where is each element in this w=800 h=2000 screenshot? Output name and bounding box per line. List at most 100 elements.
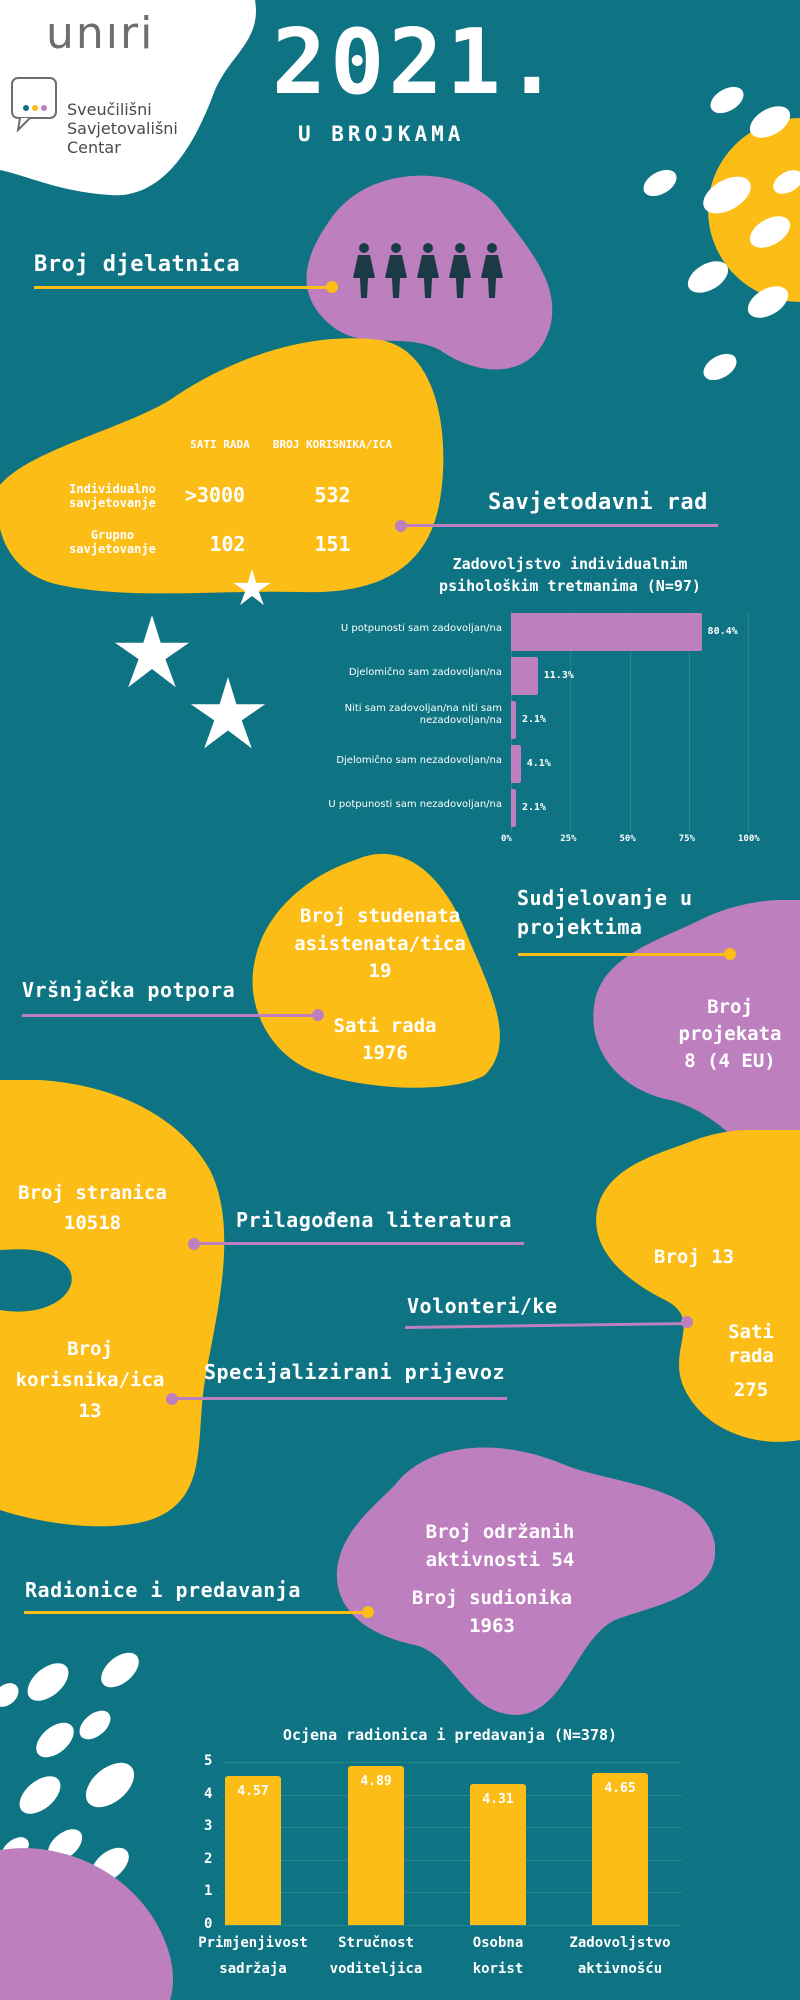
volunteers-hours-label-line-1: Sati <box>728 1321 774 1343</box>
satisfaction-bar-label: Djelomično sam nezadovoljan/na <box>336 755 502 766</box>
literature-label: Prilagođena literatura <box>236 1208 512 1232</box>
rating-bar <box>470 1784 526 1925</box>
satisfaction-x-tick: 50% <box>619 834 636 844</box>
satisfaction-x-tick: 75% <box>678 834 696 844</box>
rating-bar-label-line: korist <box>472 1961 524 1977</box>
counseling-yellow-blob <box>0 338 444 594</box>
satisfaction-bar-value: 4.1% <box>526 758 551 769</box>
peer-hours-label: Sati rada <box>333 1015 437 1037</box>
satisfaction-chart-title: Zadovoljstvo individualnim psihološkim t… <box>439 555 701 595</box>
transport-users-label-line-1: Broj <box>67 1338 113 1360</box>
staff-connector-line <box>34 286 328 289</box>
peer-students-label: Broj studenata asistenata/tica <box>294 905 466 955</box>
rating-bar-value: 4.65 <box>604 1781 636 1797</box>
rating-y-tick: 3 <box>204 1818 213 1835</box>
workshops-participants: Broj sudionika 1963 <box>392 1584 592 1640</box>
projects-count: Broj projekata 8 (4 EU) <box>660 994 800 1075</box>
rating-bar-value: 4.31 <box>482 1792 514 1808</box>
rating-gridline <box>222 1892 682 1894</box>
counseling-row2-users: 151 <box>314 532 351 556</box>
satisfaction-bar-label: Niti sam zadovoljan/na niti sam nezadovo… <box>344 703 502 726</box>
peer-connector-dot <box>312 1009 324 1021</box>
satisfaction-bar <box>511 745 521 783</box>
workshops-participants-value: 1963 <box>469 1615 515 1637</box>
rating-gridline <box>222 1925 682 1926</box>
speech-bubble-icon <box>11 77 57 132</box>
rating-bar <box>225 1776 281 1925</box>
rating-y-tick: 0 <box>204 1916 213 1932</box>
rating-bar-label: Zadovoljstvo aktivnošću <box>550 1930 690 1982</box>
satisfaction-bar <box>511 657 538 695</box>
rating-bar-label-line: Primjenjivost <box>198 1935 308 1951</box>
peer-students-value: 19 <box>368 960 392 982</box>
counseling-label: Savjetodavni rad <box>488 490 708 515</box>
satisfaction-bar <box>511 789 516 827</box>
rating-bar-label-line: Zadovoljstvo <box>569 1935 671 1951</box>
subtitle: U BROJKAMA <box>298 122 465 146</box>
transport-connector-line <box>172 1397 507 1400</box>
workshops-participants-label: Broj sudionika <box>411 1587 573 1609</box>
satisfaction-x-tick: 0% <box>501 834 512 844</box>
peer-connector-line <box>22 1014 318 1017</box>
literature-connector-line <box>194 1242 524 1245</box>
rating-bar-label-line: Osobna <box>472 1935 524 1951</box>
satisfaction-bar-label: U potpunosti sam nezadovoljan/na <box>328 799 502 810</box>
satisfaction-bar-value: 2.1% <box>521 802 547 813</box>
projects-count-label-line-1: Broj <box>707 996 753 1018</box>
rating-bar-label: Stručnost voditeljica <box>306 1930 446 1982</box>
counseling-row1-users: 532 <box>314 483 351 507</box>
counseling-col2-header: BROJ KORISNIKA/ICA <box>272 438 393 451</box>
satisfaction-bar-label: U potpunosti sam zadovoljan/na <box>340 623 502 634</box>
satisfaction-bar-label: Djelomično sam zadovoljan/na <box>348 667 502 678</box>
workshops-label: Radionice i predavanja <box>25 1578 301 1602</box>
rating-bar-label: Osobna korist <box>428 1930 568 1982</box>
rating-bar-label-line: voditeljica <box>329 1961 423 1977</box>
satisfaction-gridline <box>688 612 690 832</box>
rating-bar-value: 4.89 <box>360 1773 392 1789</box>
satisfaction-bar-value: 2.1% <box>521 714 547 725</box>
bottom-left-decoration <box>0 1652 173 2000</box>
rating-bar-label-line: aktivnošću <box>577 1961 663 1977</box>
rating-gridline <box>222 1827 682 1829</box>
counseling-col1-header: SATI RADA <box>190 438 250 451</box>
projects-connector-dot <box>724 948 736 960</box>
literature-pages-value: 10518 <box>63 1212 122 1234</box>
workshops-activities-line-2: aktivnosti 54 <box>425 1549 575 1571</box>
counseling-row1-label: Individualno savjetovanje <box>69 482 156 510</box>
peer-support-label: Vršnjačka potpora <box>22 978 236 1002</box>
rating-bar <box>592 1773 648 1925</box>
header-white-blob <box>0 0 256 196</box>
rating-y-tick: 5 <box>204 1753 213 1769</box>
rating-gridline <box>222 1794 682 1796</box>
year-title: 2021. <box>272 10 563 115</box>
satisfaction-gridline <box>570 612 572 832</box>
projects-connector-line <box>518 953 726 956</box>
workshops-activities: Broj održanih aktivnosti 54 <box>400 1518 600 1574</box>
projects-label-line-1: Sudjelovanje u <box>517 886 693 910</box>
rating-bar-value: 4.57 <box>237 1784 269 1800</box>
staff-people-icon <box>353 243 503 298</box>
rating-chart-title: Ocjena radionica i predavanja (N=378) <box>282 1726 618 1744</box>
counseling-row2-hours: 102 <box>209 532 246 556</box>
staff-connector-dot <box>326 281 338 293</box>
rating-bar-label: Primjenjivost sadržaja <box>183 1930 323 1982</box>
volunteers-hours: Sati rada 275 <box>712 1320 790 1402</box>
satisfaction-bar <box>511 701 516 739</box>
rating-y-tick: 1 <box>204 1883 213 1900</box>
satisfaction-chart: U potpunosti sam zadovoljan/na 80.4% Djelo… <box>0 0 800 860</box>
satisfaction-bar <box>511 613 702 651</box>
volunteers-hours-value: 275 <box>733 1379 769 1401</box>
satisfaction-gridline <box>629 612 631 832</box>
volunteers-yellow-blob <box>596 1130 800 1442</box>
projects-count-label-line-2: projekata <box>678 1023 782 1045</box>
rating-gridline <box>222 1762 682 1763</box>
literature-pages-label: Broj stranica <box>18 1182 167 1204</box>
counseling-connector-line <box>400 524 718 527</box>
volunteers-connector-dot <box>681 1316 693 1328</box>
rating-bar <box>348 1765 404 1925</box>
volunteers-count: Broj 13 <box>654 1246 735 1268</box>
counseling-row2-label: Grupno savjetovanje <box>69 528 156 556</box>
satisfaction-x-tick: 100% <box>738 834 760 844</box>
